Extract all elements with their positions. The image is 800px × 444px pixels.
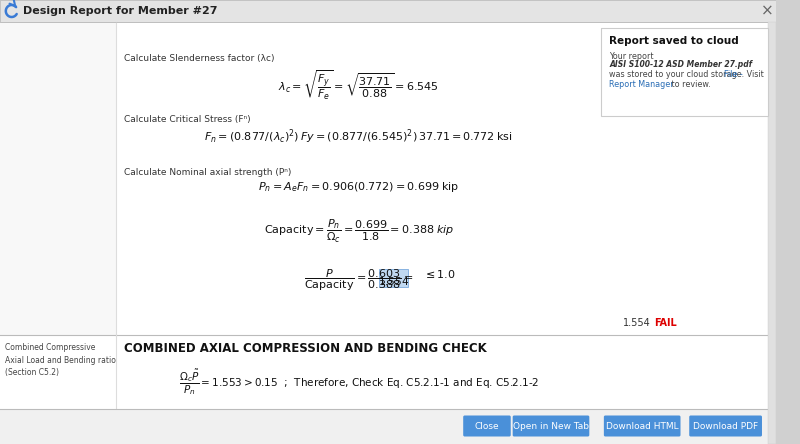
Text: was stored to your cloud storage. Visit: was stored to your cloud storage. Visit	[609, 70, 766, 79]
Text: Calculate Slenderness factor (λc): Calculate Slenderness factor (λc)	[124, 54, 274, 63]
Text: $1.554$: $1.554$	[378, 275, 410, 287]
Text: ×: ×	[761, 4, 774, 19]
FancyBboxPatch shape	[0, 22, 117, 335]
Text: Combined Compressive
Axial Load and Bending ratio
(Section C5.2): Combined Compressive Axial Load and Bend…	[5, 343, 116, 377]
Text: Report saved to cloud: Report saved to cloud	[609, 36, 739, 46]
Text: $P_n = A_e F_n = 0.906(0.772) = 0.699\;\mathrm{kip}$: $P_n = A_e F_n = 0.906(0.772) = 0.699\;\…	[258, 180, 459, 194]
Text: Design Report for Member #27: Design Report for Member #27	[23, 6, 218, 16]
Text: $\mathrm{Capacity} = \dfrac{P_n}{\Omega_c} = \dfrac{0.699}{1.8} = 0.388\;\mathit: $\mathrm{Capacity} = \dfrac{P_n}{\Omega_…	[264, 218, 454, 245]
Text: AISI S100-12 ASD Member 27.pdf: AISI S100-12 ASD Member 27.pdf	[609, 60, 752, 69]
Text: Calculate Nominal axial strength (Pⁿ): Calculate Nominal axial strength (Pⁿ)	[124, 168, 291, 177]
Text: $\lambda_c = \sqrt{\dfrac{F_y}{F_e}} = \sqrt{\dfrac{37.71}{0.88}} = 6.545$: $\lambda_c = \sqrt{\dfrac{F_y}{F_e}} = \…	[278, 68, 439, 102]
FancyBboxPatch shape	[379, 269, 408, 287]
FancyBboxPatch shape	[604, 416, 681, 436]
FancyBboxPatch shape	[768, 22, 776, 444]
FancyBboxPatch shape	[0, 335, 776, 409]
Text: File -: File -	[724, 70, 742, 79]
FancyBboxPatch shape	[0, 22, 776, 335]
Text: Open in New Tab: Open in New Tab	[513, 421, 589, 431]
Text: Download PDF: Download PDF	[693, 421, 758, 431]
FancyBboxPatch shape	[463, 416, 510, 436]
FancyBboxPatch shape	[0, 409, 776, 444]
Text: $\leq 1.0$: $\leq 1.0$	[423, 268, 455, 280]
Text: Your report: Your report	[609, 52, 656, 61]
FancyBboxPatch shape	[690, 416, 762, 436]
FancyBboxPatch shape	[513, 416, 590, 436]
Text: $F_n = (0.877/(\lambda_c)^2)\,Fy = (0.877/(6.545)^2)\,37.71 = 0.772\;\mathrm{ksi: $F_n = (0.877/(\lambda_c)^2)\,Fy = (0.87…	[205, 127, 514, 146]
Text: FAIL: FAIL	[654, 318, 677, 328]
Text: $\dfrac{P}{\mathrm{Capacity}} = \dfrac{0.603}{0.388} = $: $\dfrac{P}{\mathrm{Capacity}} = \dfrac{0…	[304, 268, 414, 293]
FancyBboxPatch shape	[602, 28, 768, 116]
Text: Report Manager: Report Manager	[609, 80, 674, 89]
FancyBboxPatch shape	[0, 0, 776, 22]
FancyBboxPatch shape	[0, 0, 776, 444]
Text: to review.: to review.	[670, 80, 711, 89]
Text: $\dfrac{\Omega_c \tilde{P}}{P_n} = 1.553 > 0.15$  ;  Therefore, Check Eq. C5.2.1: $\dfrac{\Omega_c \tilde{P}}{P_n} = 1.553…	[178, 367, 539, 397]
Text: 1.554: 1.554	[623, 318, 651, 328]
Text: Calculate Critical Stress (Fⁿ): Calculate Critical Stress (Fⁿ)	[124, 115, 250, 124]
Text: Download HTML: Download HTML	[606, 421, 678, 431]
Text: COMBINED AXIAL COMPRESSION AND BENDING CHECK: COMBINED AXIAL COMPRESSION AND BENDING C…	[124, 342, 487, 355]
Text: Close: Close	[474, 421, 499, 431]
